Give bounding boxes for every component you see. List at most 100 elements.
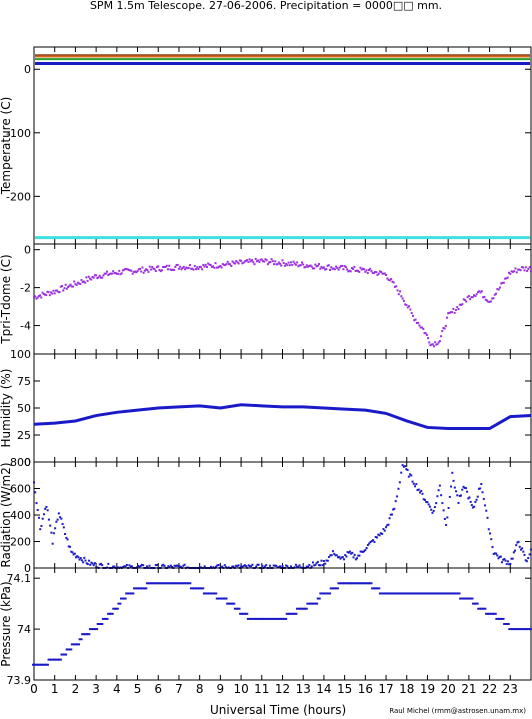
x-tick-label: 5 bbox=[134, 682, 142, 696]
y-tick-label-tpri-tdome: -2 bbox=[20, 282, 31, 295]
tpri-tdome-point bbox=[145, 268, 148, 271]
radiation-point bbox=[209, 565, 212, 568]
pressure-point bbox=[446, 592, 451, 595]
radiation-point bbox=[45, 505, 48, 508]
pressure-point bbox=[52, 658, 57, 661]
radiation-point bbox=[464, 487, 467, 490]
pressure-point bbox=[151, 582, 156, 585]
x-tick-label: 0 bbox=[30, 682, 38, 696]
tpri-tdome-point bbox=[270, 258, 273, 261]
tpri-tdome-point bbox=[435, 343, 438, 346]
tpri-tdome-point bbox=[274, 260, 277, 263]
pressure-point bbox=[384, 592, 389, 595]
tpri-tdome-point bbox=[387, 278, 390, 281]
radiation-point bbox=[484, 504, 487, 507]
tpri-tdome-point bbox=[45, 293, 48, 296]
pressure-point bbox=[526, 628, 531, 631]
tpri-tdome-point bbox=[498, 286, 501, 289]
tpri-tdome-point bbox=[254, 257, 257, 260]
radiation-point bbox=[392, 508, 395, 511]
radiation-point bbox=[98, 563, 101, 566]
radiation-point bbox=[256, 563, 259, 566]
pressure-point bbox=[451, 592, 456, 595]
radiation-point bbox=[308, 564, 311, 567]
pressure-point bbox=[508, 628, 513, 631]
radiation-point bbox=[347, 551, 350, 554]
tpri-tdome-point bbox=[276, 263, 279, 266]
x-tick-label: 13 bbox=[296, 682, 311, 696]
radiation-point bbox=[57, 512, 60, 515]
radiation-point bbox=[290, 565, 293, 568]
radiation-point bbox=[113, 565, 116, 568]
tpri-tdome-point bbox=[197, 267, 200, 270]
pressure-point bbox=[114, 607, 119, 610]
x-tick-label: 11 bbox=[254, 682, 269, 696]
tpri-tdome-point bbox=[483, 295, 486, 298]
tpri-tdome-point bbox=[390, 277, 393, 280]
tpri-tdome-point bbox=[281, 259, 284, 262]
pressure-point bbox=[130, 592, 135, 595]
radiation-point bbox=[242, 565, 245, 568]
pressure-point bbox=[360, 582, 365, 585]
tpri-tdome-point bbox=[462, 298, 465, 301]
radiation-point bbox=[325, 559, 328, 562]
pressure-point bbox=[112, 607, 117, 610]
tpri-tdome-point bbox=[280, 264, 283, 267]
tpri-tdome-point bbox=[177, 267, 180, 270]
tpri-tdome-point bbox=[409, 308, 412, 311]
tpri-tdome-point bbox=[296, 261, 299, 264]
radiation-point bbox=[44, 507, 47, 510]
radiation-point bbox=[123, 565, 126, 568]
tpri-tdome-point bbox=[230, 265, 233, 268]
radiation-point bbox=[145, 565, 148, 568]
tpri-tdome-point bbox=[175, 264, 178, 267]
tpri-tdome-point bbox=[104, 272, 107, 275]
tpri-tdome-point bbox=[138, 267, 141, 270]
pressure-point bbox=[210, 592, 215, 595]
radiation-point bbox=[477, 487, 480, 490]
radiation-point bbox=[171, 566, 174, 569]
pressure-point bbox=[200, 587, 205, 590]
pressure-point bbox=[518, 628, 523, 631]
radiation-point bbox=[505, 563, 508, 566]
radiation-point bbox=[440, 494, 443, 497]
tpri-tdome-point bbox=[482, 296, 485, 299]
tpri-tdome-point bbox=[300, 261, 303, 264]
tpri-tdome-point bbox=[112, 270, 115, 273]
tpri-tdome-point bbox=[131, 272, 134, 275]
radiation-point bbox=[293, 566, 296, 569]
radiation-point bbox=[278, 565, 281, 568]
radiation-point bbox=[516, 541, 519, 544]
pressure-point bbox=[298, 607, 303, 610]
tpri-tdome-point bbox=[275, 263, 278, 266]
tpri-tdome-point bbox=[241, 262, 244, 265]
tpri-tdome-point bbox=[64, 283, 67, 286]
pressure-point bbox=[296, 607, 301, 610]
tpri-tdome-point bbox=[438, 340, 441, 343]
pressure-point bbox=[63, 653, 68, 656]
tpri-tdome-point bbox=[41, 291, 44, 294]
pressure-point bbox=[197, 587, 202, 590]
radiation-point bbox=[169, 564, 172, 567]
radiation-point bbox=[352, 556, 355, 559]
radiation-point bbox=[393, 507, 396, 510]
radiation-point bbox=[225, 566, 228, 569]
tpri-tdome-point bbox=[332, 267, 335, 270]
tpri-tdome-point bbox=[385, 274, 388, 277]
tpri-tdome-point bbox=[214, 262, 217, 265]
pressure-point bbox=[138, 587, 143, 590]
tpri-tdome-point bbox=[198, 265, 201, 268]
radiation-point bbox=[365, 547, 368, 550]
pressure-point bbox=[516, 628, 521, 631]
radiation-point bbox=[69, 545, 72, 548]
radiation-point bbox=[369, 541, 372, 544]
radiation-point bbox=[462, 485, 465, 488]
y-tick-label-humidity: 50 bbox=[17, 402, 31, 415]
y-tick-label-pressure: 73.9 bbox=[7, 674, 32, 687]
radiation-point bbox=[296, 565, 299, 568]
radiation-point bbox=[82, 561, 85, 564]
tpri-tdome-point bbox=[225, 263, 228, 266]
x-tick-label: 9 bbox=[217, 682, 225, 696]
radiation-point bbox=[316, 560, 319, 563]
pressure-point bbox=[329, 587, 334, 590]
